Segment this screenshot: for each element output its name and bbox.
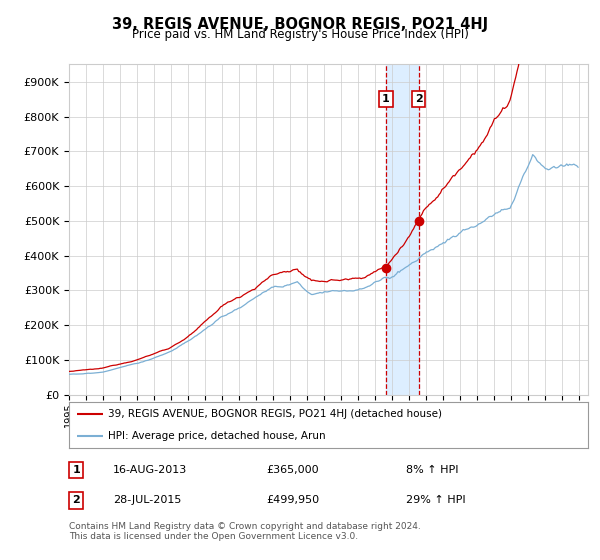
Text: 1: 1 bbox=[73, 465, 80, 475]
Text: HPI: Average price, detached house, Arun: HPI: Average price, detached house, Arun bbox=[108, 431, 326, 441]
Text: 2: 2 bbox=[415, 94, 422, 104]
Text: £365,000: £365,000 bbox=[266, 465, 319, 475]
Text: £499,950: £499,950 bbox=[266, 496, 319, 506]
Text: 39, REGIS AVENUE, BOGNOR REGIS, PO21 4HJ (detached house): 39, REGIS AVENUE, BOGNOR REGIS, PO21 4HJ… bbox=[108, 409, 442, 419]
Text: 16-AUG-2013: 16-AUG-2013 bbox=[113, 465, 187, 475]
Text: Contains HM Land Registry data © Crown copyright and database right 2024.
This d: Contains HM Land Registry data © Crown c… bbox=[69, 522, 421, 542]
Text: 29% ↑ HPI: 29% ↑ HPI bbox=[406, 496, 466, 506]
Text: Price paid vs. HM Land Registry's House Price Index (HPI): Price paid vs. HM Land Registry's House … bbox=[131, 28, 469, 41]
Text: 1: 1 bbox=[382, 94, 390, 104]
Text: 2: 2 bbox=[73, 496, 80, 506]
Text: 28-JUL-2015: 28-JUL-2015 bbox=[113, 496, 181, 506]
Text: 8% ↑ HPI: 8% ↑ HPI bbox=[406, 465, 459, 475]
Bar bbox=[386, 64, 419, 395]
Text: 39, REGIS AVENUE, BOGNOR REGIS, PO21 4HJ: 39, REGIS AVENUE, BOGNOR REGIS, PO21 4HJ bbox=[112, 17, 488, 32]
